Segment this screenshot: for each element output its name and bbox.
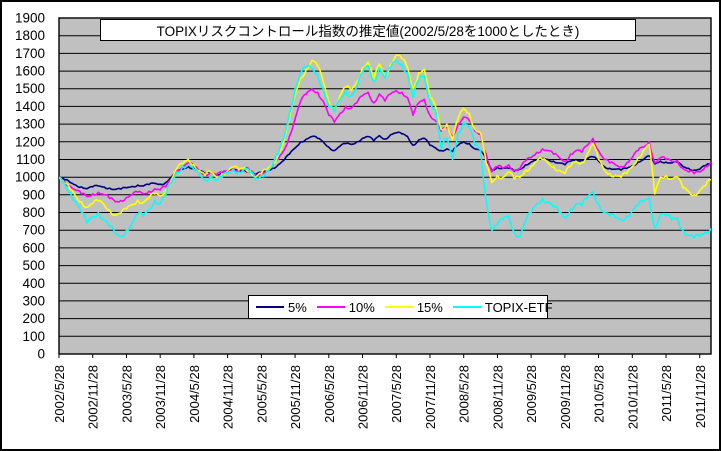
x-axis-tick-label: 2005/5/28 — [254, 365, 269, 423]
legend-item: 10% — [316, 299, 375, 315]
x-axis-tick-label: 2007/5/28 — [389, 365, 404, 423]
legend-line-sample-15pct — [384, 306, 413, 308]
x-axis-tick-label: 2010/5/28 — [592, 365, 607, 423]
x-axis-tick-label: 2006/11/28 — [356, 365, 371, 429]
x-axis-tick-label: 2003/5/28 — [119, 365, 134, 423]
y-axis-tick-label: 800 — [22, 205, 45, 220]
legend-item: 15% — [384, 299, 443, 315]
y-axis-tick-label: 300 — [22, 293, 45, 308]
legend-label: 5% — [288, 299, 307, 315]
y-axis-tick-label: 1000 — [15, 170, 45, 185]
y-axis-tick-label: 0 — [37, 347, 45, 362]
x-axis-tick-label: 2003/11/28 — [153, 365, 168, 429]
x-axis-tick-label: 2009/11/28 — [558, 365, 573, 429]
series-line-10% — [59, 87, 711, 203]
legend-item: 5% — [256, 300, 307, 315]
y-axis-tick-label: 1300 — [15, 117, 45, 132]
series-line-TOPIX-ETF — [59, 59, 711, 239]
x-axis-tick-label: 2008/11/28 — [490, 365, 505, 429]
y-axis-tick-label: 600 — [22, 240, 45, 255]
y-axis-tick-label: 400 — [22, 276, 45, 291]
y-axis-tick-label: 1100 — [16, 152, 45, 167]
legend-label: TOPIX-ETF — [484, 299, 553, 315]
x-axis-tick-label: 2004/11/28 — [221, 365, 236, 429]
x-axis-tick-label: 2011/11/28 — [693, 365, 708, 428]
y-axis-tick-label: 100 — [22, 329, 45, 344]
y-axis-tick-label: 200 — [22, 311, 45, 326]
x-axis-tick-label: 2005/11/28 — [288, 365, 303, 429]
x-axis-tick-label: 2004/5/28 — [187, 365, 202, 423]
legend-line-sample-10pct — [316, 306, 345, 308]
x-axis-tick-label: 2002/5/28 — [52, 365, 67, 423]
x-axis-tick-label: 2011/5/28 — [659, 365, 674, 422]
y-axis-tick-label: 1600 — [15, 64, 45, 79]
y-axis-tick-label: 700 — [22, 223, 45, 238]
x-axis-tick-label: 2008/5/28 — [457, 365, 472, 423]
legend-line-sample-5pct — [256, 306, 284, 308]
legend-line-sample-topix-etf — [452, 306, 481, 308]
y-axis-tick-label: 1900 — [15, 11, 45, 26]
y-axis-tick-label: 1800 — [15, 28, 45, 43]
y-axis-tick-label: 1400 — [15, 99, 45, 114]
legend-label: 15% — [416, 299, 443, 315]
x-axis-tick-label: 2006/5/28 — [322, 365, 337, 423]
y-axis-tick-label: 500 — [22, 258, 45, 273]
legend: 5% 10% 15% TOPIX-ETF — [248, 295, 553, 319]
y-axis-tick-label: 900 — [22, 187, 45, 202]
legend-item: TOPIX-ETF — [452, 299, 553, 315]
legend-label: 10% — [348, 299, 375, 315]
x-axis-tick-label: 2009/5/28 — [524, 365, 539, 423]
x-axis-tick-label: 2010/11/28 — [625, 365, 640, 429]
y-axis-tick-label: 1200 — [15, 134, 45, 149]
x-axis-tick-label: 2007/11/28 — [423, 365, 438, 429]
y-axis-tick-label: 1700 — [15, 46, 45, 61]
y-axis-tick-label: 1500 — [15, 81, 45, 96]
x-axis-tick-label: 2002/11/28 — [86, 365, 101, 429]
chart-title: TOPIXリスクコントロール指数の推定値(2002/5/28を1000としたとき… — [100, 19, 636, 41]
